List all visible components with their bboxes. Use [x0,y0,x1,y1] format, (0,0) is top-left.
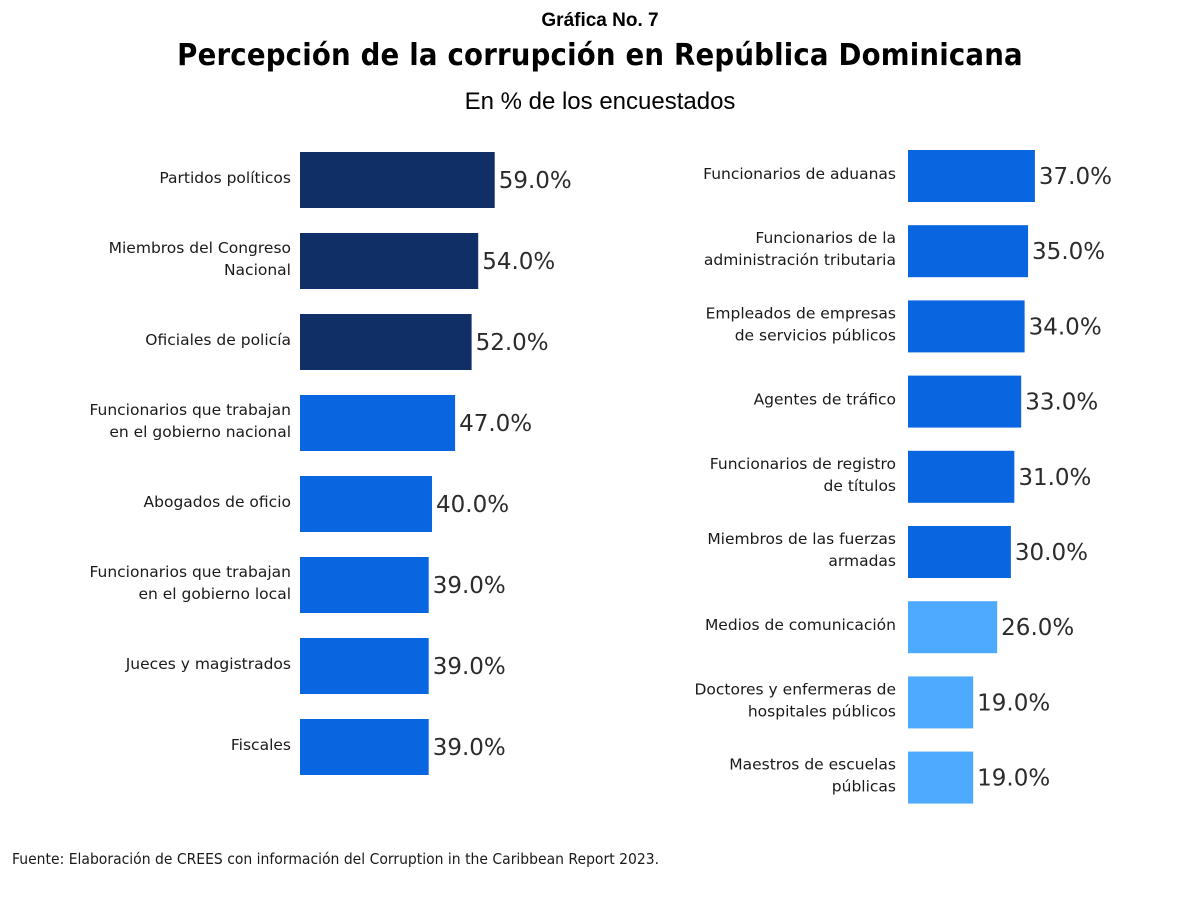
category-label-line: Medios de comunicación [705,616,896,634]
data-label: 39.0% [433,735,506,761]
data-label: 40.0% [436,492,509,518]
category-label-line: en el gobierno nacional [109,423,291,441]
data-label: 39.0% [433,573,506,599]
data-label: 30.0% [1015,540,1088,566]
chart-title: Percepción de la corrupción en República… [177,38,1023,73]
category-label-line: Miembros del Congreso [109,239,291,257]
data-label: 34.0% [1029,314,1102,340]
category-label: Oficiales de policía [145,331,291,349]
bar [908,526,1011,578]
category-label: Jueces y magistrados [125,655,291,673]
category-label: Funcionarios de aduanas [703,165,896,183]
bar [300,476,432,532]
data-label: 19.0% [977,766,1050,792]
category-label-line: administración tributaria [704,251,896,269]
data-label: 31.0% [1018,465,1091,491]
data-label: 26.0% [1001,615,1074,641]
bar [300,638,429,694]
bar [908,450,1015,503]
category-label-line: Agentes de tráfico [754,391,896,409]
category-label-line: Fiscales [231,736,291,754]
bar [908,751,974,804]
category-label-line: Oficiales de policía [145,331,291,349]
data-label: 59.0% [499,168,572,194]
bar [300,233,479,289]
left-panel: 59.0% Partidos políticos 54.0% Miembros del… [89,152,572,775]
category-label: Doctores y enfermeras de hospitales públi… [694,680,896,720]
category-label: Funcionarios que trabajan en el gobierno … [89,563,291,603]
bar [300,395,456,451]
category-label-line: Funcionarios que trabajan [89,401,291,419]
category-label-line: Funcionarios de registro [710,455,896,473]
category-label-line: en el gobierno local [138,585,291,603]
category-label-line: Empleados de empresas [706,304,896,322]
category-label-line: Funcionarios de aduanas [703,165,896,183]
category-label-line: Abogados de oficio [144,493,291,511]
category-label: Fiscales [231,736,291,754]
category-label: Maestros de escuelas públicas [729,756,896,796]
category-label-line: de títulos [824,477,896,495]
data-label: 19.0% [977,690,1050,716]
bar [300,152,495,208]
category-label: Miembros de las fuerzas armadas [707,530,896,570]
data-label: 37.0% [1039,164,1112,190]
data-label: 52.0% [476,330,549,356]
bar [908,225,1029,278]
data-label: 47.0% [459,411,532,437]
bar [300,557,429,613]
category-label: Medios de comunicación [705,616,896,634]
category-label: Empleados de empresas de servicios públic… [706,304,896,344]
bar [908,676,974,729]
category-label-line: Nacional [224,261,291,279]
category-label-line: Miembros de las fuerzas [707,530,896,548]
category-label-line: públicas [832,778,896,796]
source-note: Fuente: Elaboración de CREES con informa… [12,850,660,868]
category-label-line: Doctores y enfermeras de [694,680,896,698]
bar [908,375,1022,428]
category-label-line: Funcionarios de la [755,229,896,247]
category-label: Agentes de tráfico [754,391,896,409]
bar [908,601,998,654]
category-label-line: Jueces y magistrados [125,655,291,673]
bar [300,719,429,775]
data-label: 35.0% [1032,239,1105,265]
category-label-line: hospitales públicos [748,702,896,720]
category-label: Miembros del Congreso Nacional [109,239,291,279]
category-label: Funcionarios de registro de títulos [710,455,896,495]
bar [908,300,1025,353]
chart-kicker: Gráfica No. 7 [541,10,659,31]
category-label: Funcionarios que trabajan en el gobierno … [89,401,291,441]
chart-subtitle: En % de los encuestados [464,88,736,115]
category-label-line: armadas [828,552,896,570]
category-label-line: Partidos políticos [159,169,291,187]
category-label-line: Funcionarios que trabajan [89,563,291,581]
data-label: 39.0% [433,654,506,680]
category-label: Partidos políticos [159,169,291,187]
category-label-line: Maestros de escuelas [729,756,896,774]
category-label-line: de servicios públicos [735,326,896,344]
category-label: Funcionarios de la administración tributa… [704,229,896,269]
data-label: 33.0% [1025,390,1098,416]
bar [908,150,1035,202]
right-panel: 37.0% Funcionarios de aduanas 35.0% Funcion… [694,150,1112,804]
category-label: Abogados de oficio [144,493,291,511]
bar [300,314,472,370]
data-label: 54.0% [482,249,555,275]
